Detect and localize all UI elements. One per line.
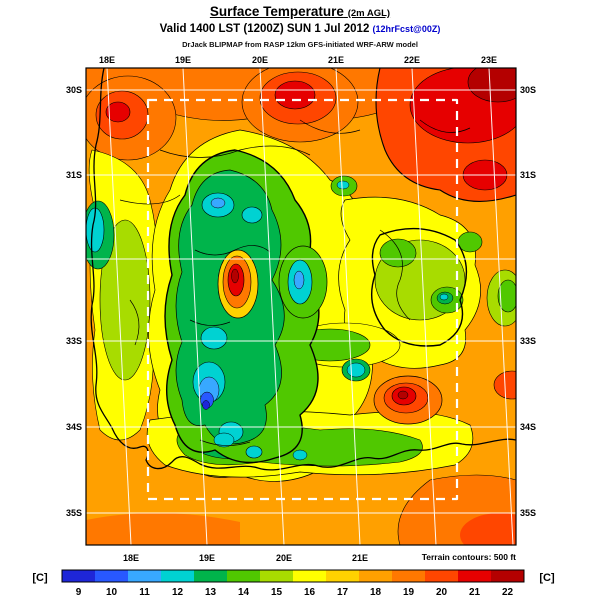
temp-region (439, 293, 449, 301)
top-axis-label: 19E (175, 55, 191, 65)
bottom-axis-label: 19E (199, 553, 215, 563)
temp-region (202, 400, 210, 410)
temp-region (336, 180, 350, 190)
top-axis-label: 20E (252, 55, 268, 65)
left-axis-label: 33S (66, 336, 82, 346)
colorbar-tick-labels: 9 10 11 12 13 14 15 16 17 18 19 20 21 22 (76, 587, 514, 598)
colorbar-tick: 15 (271, 587, 283, 598)
colorbar-tick: 17 (337, 587, 349, 598)
coastline (90, 68, 516, 471)
temp-region (200, 326, 228, 350)
valid-zulu: (1200Z) (243, 23, 284, 35)
temp-region (105, 101, 131, 123)
temp-region (245, 445, 263, 459)
colorbar-tick: 14 (238, 587, 250, 598)
colorbar-segment (194, 570, 227, 582)
colorbar-tick: 22 (502, 587, 514, 598)
colorbar-unit-left: [C] (32, 572, 48, 584)
title-text: Surface Temperature (209, 4, 344, 19)
temp-region (346, 362, 366, 378)
colorbar-outline (61, 569, 525, 583)
temp-region (397, 390, 409, 400)
temp-region (293, 270, 305, 290)
latlon-grid (86, 68, 516, 545)
page-title: Surface Temperature (2m AGL) (0, 4, 600, 19)
top-axis-label: 23E (481, 55, 497, 65)
colorbar-segment (491, 570, 524, 582)
colorbar-segment (260, 570, 293, 582)
left-axis-label: 30S (66, 85, 82, 95)
colorbar-segment (458, 570, 491, 582)
right-axis-label: 30S (520, 85, 536, 95)
colorbar-unit-right: [C] (539, 572, 555, 584)
colorbar-segment (95, 570, 128, 582)
valid-forecast: (12hrFcst@00Z) (372, 24, 441, 34)
colorbar-tick: 19 (403, 587, 415, 598)
colorbar-segment (227, 570, 260, 582)
left-axis: 30S 31S 33S 34S 35S (66, 85, 82, 518)
valid-time-line: Valid 1400 LST (1200Z) SUN 1 Jul 2012 (1… (0, 23, 600, 35)
colorbar-segment (425, 570, 458, 582)
temp-region (493, 370, 516, 400)
temp-region (379, 238, 417, 268)
map-border (85, 67, 517, 546)
right-axis-label: 31S (520, 170, 536, 180)
bold-contour (371, 227, 468, 347)
temp-region (99, 219, 151, 381)
temp-region (497, 279, 516, 313)
temp-region (241, 206, 263, 224)
colorbar-tick: 20 (436, 587, 448, 598)
bottom-axis-label: 21E (352, 553, 368, 563)
temp-region (467, 68, 516, 103)
title-suffix: (2m AGL) (347, 8, 391, 19)
top-axis-label: 21E (328, 55, 344, 65)
colorbar-segment (359, 570, 392, 582)
colorbar-tick: 18 (370, 587, 382, 598)
bottom-axis: 18E 19E 20E 21E (123, 553, 368, 563)
colorbar-tick: 11 (139, 587, 150, 598)
temp-region (213, 432, 235, 448)
domain-boundary-box (146, 98, 459, 501)
colorbar-tick: 13 (205, 587, 217, 598)
right-axis: 30S 31S 33S 34S 35S (520, 85, 536, 518)
colorbar-tick: 12 (172, 587, 184, 598)
colorbar-tick: 16 (304, 587, 316, 598)
right-axis-label: 34S (520, 422, 536, 432)
temperature-field (86, 68, 516, 545)
colorbar-segment (326, 570, 359, 582)
model-credit-line: DrJack BLIPMAP from RASP 12km GFS-initia… (182, 40, 418, 49)
colorbar-segment (392, 570, 425, 582)
colorbar-tick: 21 (469, 587, 481, 598)
temp-region (292, 449, 308, 461)
bottom-axis-label: 20E (276, 553, 292, 563)
terrain-note: Terrain contours: 500 ft (422, 552, 516, 562)
left-axis-label: 34S (66, 422, 82, 432)
right-axis-label: 33S (520, 336, 536, 346)
top-axis: 18E 19E 20E 21E 22E 23E (99, 55, 497, 65)
temp-region (231, 268, 239, 284)
left-axis-label: 35S (66, 508, 82, 518)
temp-region (460, 513, 516, 545)
colorbar-segment (62, 570, 95, 582)
right-axis-label: 35S (520, 508, 536, 518)
colorbar-segment (161, 570, 194, 582)
colorbar-segment (293, 570, 326, 582)
temp-region (86, 512, 240, 545)
colorbar: [C] [C] 9 10 11 12 13 14 15 16 17 18 19 … (32, 569, 555, 598)
valid-date: SUN 1 Jul 2012 (286, 23, 370, 35)
bottom-axis-label: 18E (123, 553, 139, 563)
colorbar-segment (128, 570, 161, 582)
colorbar-tick: 9 (76, 587, 82, 598)
temp-region (210, 197, 226, 209)
left-axis-label: 31S (66, 170, 82, 180)
top-axis-label: 18E (99, 55, 115, 65)
valid-prefix: Valid 1400 LST (159, 23, 241, 35)
temp-region (274, 80, 316, 110)
top-axis-label: 22E (404, 55, 420, 65)
colorbar-tick: 10 (106, 587, 118, 598)
terrain-contour-lines (119, 119, 471, 446)
